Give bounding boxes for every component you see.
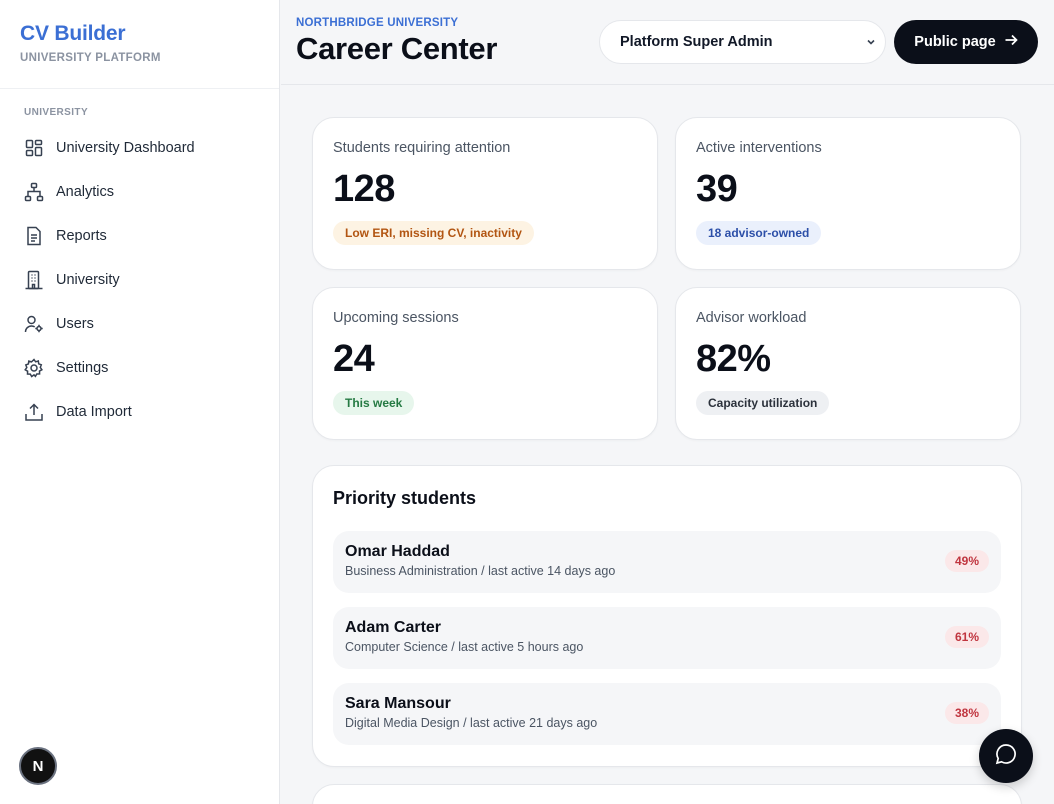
sidebar-item-label: Analytics	[56, 184, 115, 200]
nav-section-label: UNIVERSITY	[24, 107, 89, 118]
stat-label: Active interventions	[696, 140, 822, 156]
stat-card-active-interventions: Active interventions 39 18 advisor-owned	[675, 117, 1021, 270]
users-gear-icon	[24, 314, 44, 334]
student-meta: Computer Science / last active 5 hours a…	[345, 640, 584, 654]
stat-badge: This week	[333, 391, 415, 415]
sidebar-item-label: University Dashboard	[56, 140, 195, 156]
next-card	[312, 784, 1022, 804]
student-name: Adam Carter	[345, 619, 442, 636]
sidebar-item-users[interactable]: Users	[0, 302, 279, 346]
stat-card-advisor-workload: Advisor workload 82% Capacity utilizatio…	[675, 287, 1021, 440]
stat-card-students-attention: Students requiring attention 128 Low ERI…	[312, 117, 658, 270]
sidebar: CV Builder UNIVERSITY PLATFORM UNIVERSIT…	[0, 0, 280, 804]
brand-title[interactable]: CV Builder	[20, 22, 126, 45]
chevron-down-icon	[863, 34, 879, 50]
sidebar-item-reports[interactable]: Reports	[0, 214, 279, 258]
sidebar-item-label: Reports	[56, 228, 107, 244]
sidebar-item-label: Users	[56, 316, 94, 332]
gear-icon	[24, 358, 44, 378]
stat-value: 24	[333, 338, 375, 380]
stat-badge: 18 advisor-owned	[696, 221, 822, 245]
score-badge: 61%	[944, 626, 989, 648]
stat-value: 128	[333, 168, 395, 210]
avatar[interactable]: N	[19, 747, 57, 785]
stat-badge: Low ERI, missing CV, inactivity	[333, 221, 534, 245]
student-name: Omar Haddad	[345, 543, 450, 560]
report-document-icon	[24, 226, 44, 246]
brand-subtitle: UNIVERSITY PLATFORM	[20, 52, 161, 64]
public-page-label: Public page	[914, 34, 996, 50]
student-meta: Business Administration / last active 14…	[345, 564, 616, 578]
role-select-value: Platform Super Admin	[620, 34, 773, 50]
stat-value: 82%	[696, 338, 771, 380]
stat-label: Students requiring attention	[333, 140, 511, 156]
dashboard-grid-icon	[24, 138, 44, 158]
priority-students-card: Priority students Omar Haddad Business A…	[312, 465, 1022, 767]
score-badge: 38%	[944, 702, 989, 724]
sidebar-item-settings[interactable]: Settings	[0, 346, 279, 390]
stat-label: Advisor workload	[696, 310, 807, 326]
upload-icon	[24, 402, 44, 422]
brand: CV Builder UNIVERSITY PLATFORM	[0, 0, 279, 89]
stat-badge: Capacity utilization	[696, 391, 830, 415]
sidebar-item-data-import[interactable]: Data Import	[0, 390, 279, 434]
organization-name: NORTHBRIDGE UNIVERSITY	[296, 17, 459, 29]
stat-label: Upcoming sessions	[333, 310, 459, 326]
student-row[interactable]: Sara Mansour Digital Media Design / last…	[333, 683, 1001, 745]
sidebar-item-label: Data Import	[56, 404, 132, 420]
sidebar-item-analytics[interactable]: Analytics	[0, 170, 279, 214]
sidebar-item-label: Settings	[56, 360, 109, 376]
student-meta: Digital Media Design / last active 21 da…	[345, 716, 598, 730]
chat-button[interactable]	[979, 729, 1033, 783]
page-title: Career Center	[296, 31, 498, 66]
public-page-button[interactable]: Public page	[894, 20, 1038, 64]
sidebar-item-university[interactable]: University	[0, 258, 279, 302]
section-title: Priority students	[333, 488, 477, 508]
analytics-hierarchy-icon	[24, 182, 44, 202]
chat-bubble-icon	[994, 742, 1018, 771]
stat-value: 39	[696, 168, 738, 210]
score-badge: 49%	[944, 550, 989, 572]
role-select[interactable]: Platform Super Admin	[599, 20, 886, 64]
sidebar-item-university-dashboard[interactable]: University Dashboard	[0, 126, 279, 170]
student-row[interactable]: Adam Carter Computer Science / last acti…	[333, 607, 1001, 669]
arrow-right-icon	[1004, 33, 1018, 51]
stat-card-upcoming-sessions: Upcoming sessions 24 This week	[312, 287, 658, 440]
student-row[interactable]: Omar Haddad Business Administration / la…	[333, 531, 1001, 593]
sidebar-item-label: University	[56, 272, 120, 288]
page-header: NORTHBRIDGE UNIVERSITY Career Center Pla…	[281, 0, 1054, 85]
building-icon	[24, 270, 44, 290]
student-name: Sara Mansour	[345, 695, 451, 712]
